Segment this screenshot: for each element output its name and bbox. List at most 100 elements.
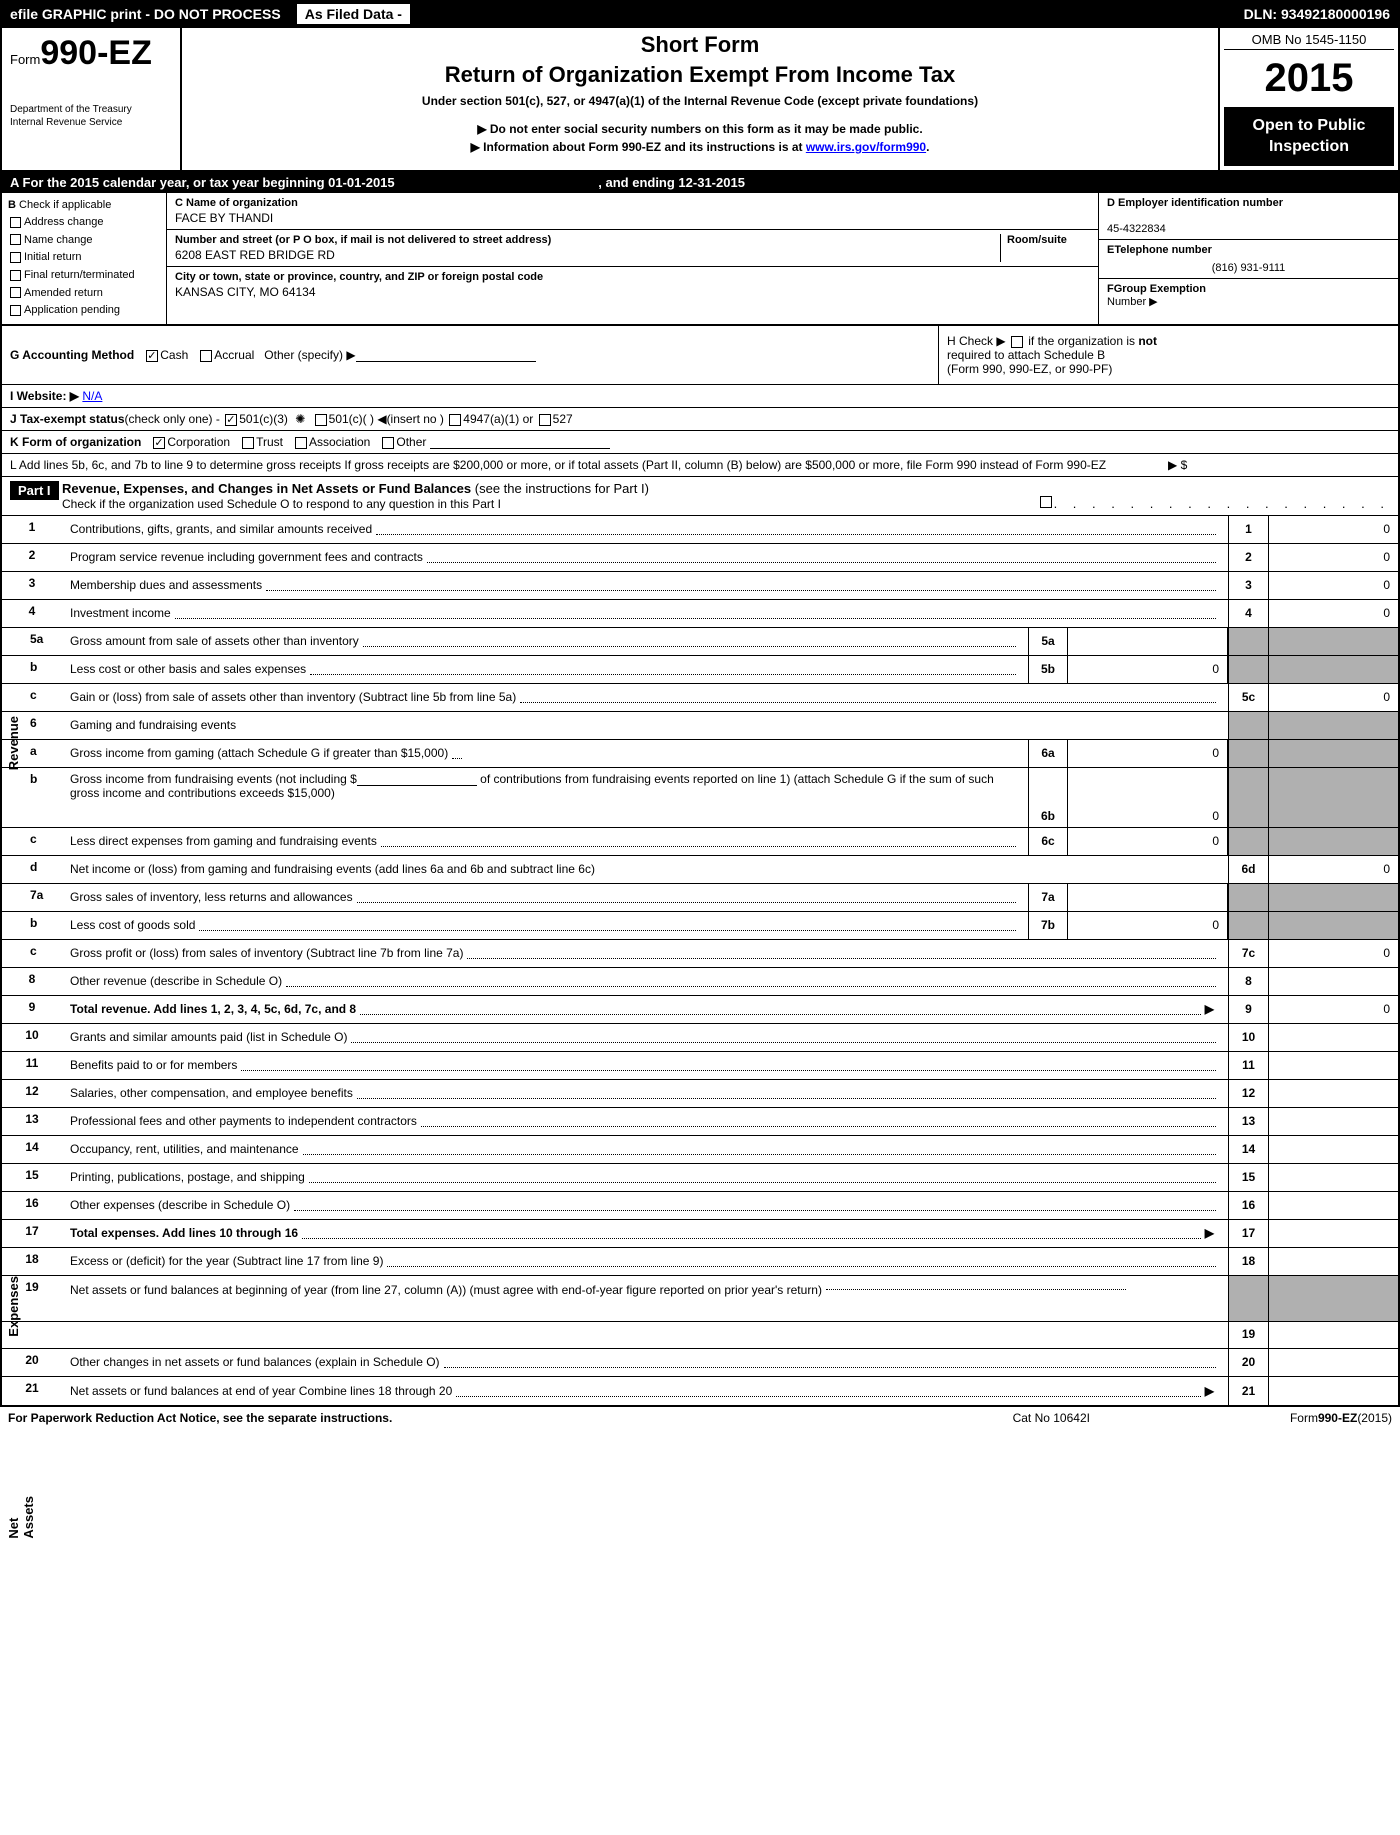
form-number: 990-EZ — [40, 34, 152, 72]
checkbox-application-pending[interactable] — [10, 305, 21, 316]
checkbox-accrual[interactable] — [200, 350, 212, 362]
vlabel-revenue: Revenue — [6, 716, 21, 770]
checkbox-501c[interactable] — [315, 414, 327, 426]
part-1-header: Part I Revenue, Expenses, and Changes in… — [0, 477, 1400, 516]
group-exemption-label: FGroup Exemption — [1107, 283, 1206, 295]
line-7c: c Gross profit or (loss) from sales of i… — [2, 940, 1398, 968]
room-label: Room/suite — [1007, 234, 1090, 246]
line-19b: 19 — [2, 1321, 1398, 1349]
line-1: 1 Contributions, gifts, grants, and simi… — [2, 516, 1398, 544]
header-left: Form990-EZ Department of the Treasury In… — [2, 28, 182, 170]
top-bar: efile GRAPHIC print - DO NOT PROCESS As … — [0, 0, 1400, 28]
omb-number: OMB No 1545-1150 — [1224, 32, 1394, 50]
col-g: G Accounting Method Cash Accrual Other (… — [2, 326, 938, 384]
line-5b: b Less cost or other basis and sales exp… — [2, 656, 1398, 684]
checkbox-4947[interactable] — [449, 414, 461, 426]
col-c: C Name of organization FACE BY THANDI Nu… — [167, 193, 1098, 324]
footer-formref: Form990-EZ(2015) — [1290, 1411, 1392, 1425]
row-gh: G Accounting Method Cash Accrual Other (… — [0, 326, 1400, 385]
line-8: 8 Other revenue (describe in Schedule O)… — [2, 968, 1398, 996]
header-mid: Short Form Return of Organization Exempt… — [182, 28, 1218, 170]
line-18: 18Excess or (deficit) for the year (Subt… — [2, 1248, 1398, 1276]
line-3: 3 Membership dues and assessments 30 — [2, 572, 1398, 600]
row-l: L Add lines 5b, 6c, and 7b to line 9 to … — [0, 454, 1400, 477]
line-6b: b Gross income from fundraising events (… — [2, 768, 1398, 828]
row-k: K Form of organization Corporation Trust… — [0, 431, 1400, 454]
ein-label: D Employer identification number — [1107, 197, 1390, 209]
checkbox-corporation[interactable] — [153, 437, 165, 449]
group-exemption-number: Number ▶ — [1107, 296, 1158, 308]
line-9: 9 Total revenue. Add lines 1, 2, 3, 4, 5… — [2, 996, 1398, 1024]
checkbox-initial-return[interactable] — [10, 252, 21, 263]
tax-year: 2015 — [1224, 50, 1394, 108]
city-label: City or town, state or province, country… — [175, 271, 1090, 283]
line-5a: 5a Gross amount from sale of assets othe… — [2, 628, 1398, 656]
line-15: 15Printing, publications, postage, and s… — [2, 1164, 1398, 1192]
part-1-badge: Part I — [10, 481, 59, 500]
subtitle: Under section 501(c), 527, or 4947(a)(1)… — [202, 94, 1198, 108]
phone-label: ETelephone number — [1107, 244, 1390, 256]
col-h: H Check ▶ if the organization is not req… — [938, 326, 1398, 384]
header-right: OMB No 1545-1150 2015 Open to Public Ins… — [1218, 28, 1398, 170]
checkbox-final-return[interactable] — [10, 270, 21, 281]
checkbox-schedule-b[interactable] — [1011, 336, 1023, 348]
row-j: J Tax-exempt status(check only one) - 50… — [0, 408, 1400, 431]
col-d: D Employer identification number 45-4322… — [1098, 193, 1398, 324]
line-10: 10Grants and similar amounts paid (list … — [2, 1024, 1398, 1052]
city-value: KANSAS CITY, MO 64134 — [175, 283, 1090, 299]
footer-catno: Cat No 10642I — [1013, 1411, 1090, 1425]
footer: For Paperwork Reduction Act Notice, see … — [0, 1407, 1400, 1429]
col-b: B Check if applicable Address change Nam… — [2, 193, 167, 324]
street-label: Number and street (or P O box, if mail i… — [175, 234, 1000, 246]
org-name-value: FACE BY THANDI — [175, 209, 1090, 225]
vlabel-netassets: Net Assets — [6, 1496, 36, 1539]
checkbox-association[interactable] — [295, 437, 307, 449]
line-19: 19Net assets or fund balances at beginni… — [2, 1276, 1398, 1322]
other-specify-line — [356, 348, 536, 362]
checkbox-address-change[interactable] — [10, 217, 21, 228]
checkbox-501c3[interactable] — [225, 414, 237, 426]
line-6d: d Net income or (loss) from gaming and f… — [2, 856, 1398, 884]
street-value: 6208 EAST RED BRIDGE RD — [175, 246, 1000, 262]
as-filed-label: As Filed Data - — [297, 4, 410, 24]
dln-label: DLN: 93492180000196 — [1236, 6, 1398, 22]
vlabel-expenses: Expenses — [6, 1276, 21, 1337]
checkbox-other-org[interactable] — [382, 437, 394, 449]
header-block: Form990-EZ Department of the Treasury In… — [0, 28, 1400, 172]
short-form-title: Short Form — [202, 32, 1198, 58]
line-5c: c Gain or (loss) from sale of assets oth… — [2, 684, 1398, 712]
line-6a: a Gross income from gaming (attach Sched… — [2, 740, 1398, 768]
checkbox-schedule-o[interactable] — [1040, 496, 1052, 508]
note-ssn: ▶ Do not enter social security numbers o… — [202, 122, 1198, 136]
other-org-line — [430, 435, 610, 449]
row-l-amount: ▶ $ — [1160, 458, 1390, 472]
form-prefix: Form — [10, 52, 40, 67]
section-a-row: A For the 2015 calendar year, or tax yea… — [0, 172, 1400, 193]
checkbox-cash[interactable] — [146, 350, 158, 362]
info-grid: B Check if applicable Address change Nam… — [0, 193, 1400, 326]
line-6: 6 Gaming and fundraising events — [2, 712, 1398, 740]
line-16: 16Other expenses (describe in Schedule O… — [2, 1192, 1398, 1220]
line-20: 20Other changes in net assets or fund ba… — [2, 1349, 1398, 1377]
main-table: Revenue Expenses Net Assets 1 Contributi… — [0, 516, 1400, 1407]
checkbox-trust[interactable] — [242, 437, 254, 449]
dept-irs: Internal Revenue Service — [10, 116, 172, 129]
line-2: 2 Program service revenue including gove… — [2, 544, 1398, 572]
line-7a: 7a Gross sales of inventory, less return… — [2, 884, 1398, 912]
checkbox-527[interactable] — [539, 414, 551, 426]
line-6c: c Less direct expenses from gaming and f… — [2, 828, 1398, 856]
line-4: 4 Investment income 40 — [2, 600, 1398, 628]
ein-value: 45-4322834 — [1107, 209, 1390, 235]
website-link[interactable]: N/A — [82, 389, 102, 403]
footer-paperwork: For Paperwork Reduction Act Notice, see … — [8, 1411, 392, 1425]
note-info: ▶ Information about Form 990-EZ and its … — [202, 140, 1198, 154]
line-21: 21Net assets or fund balances at end of … — [2, 1377, 1398, 1405]
checkbox-amended-return[interactable] — [10, 287, 21, 298]
main-title: Return of Organization Exempt From Incom… — [202, 62, 1198, 88]
line-12: 12Salaries, other compensation, and empl… — [2, 1080, 1398, 1108]
open-public: Open to Public Inspection — [1224, 108, 1394, 166]
phone-value: (816) 931-9111 — [1107, 256, 1390, 274]
checkbox-name-change[interactable] — [10, 234, 21, 245]
line-7b: b Less cost of goods sold 7b0 — [2, 912, 1398, 940]
irs-link[interactable]: www.irs.gov/form990 — [806, 140, 926, 154]
